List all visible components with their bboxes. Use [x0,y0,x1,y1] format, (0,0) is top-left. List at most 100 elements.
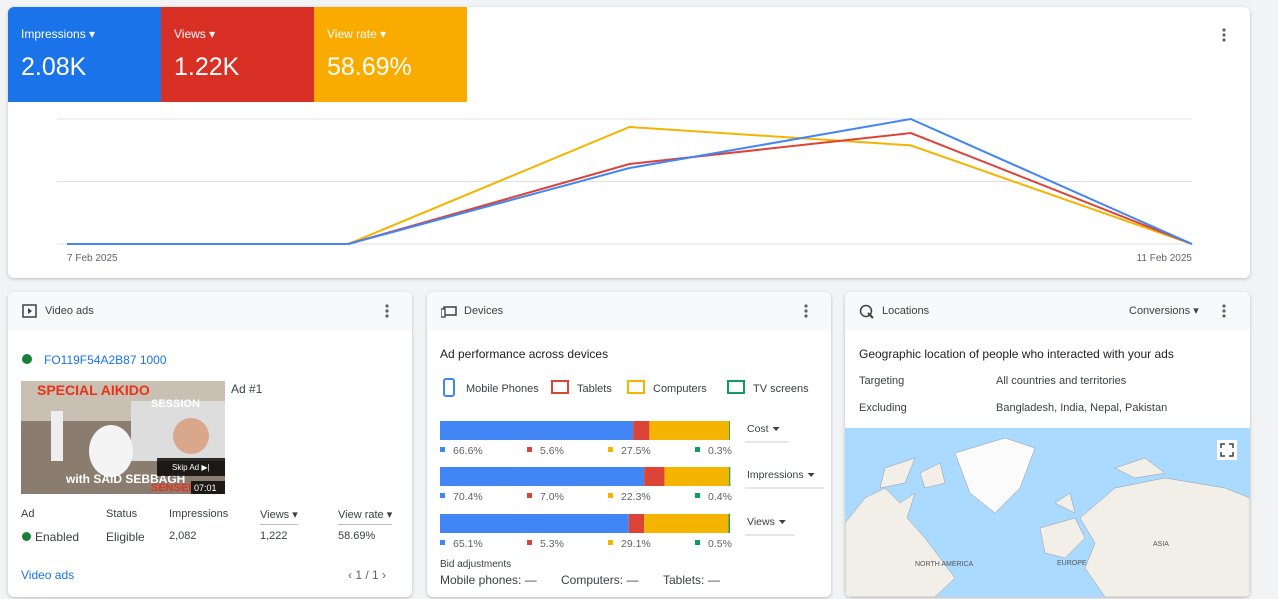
column-header[interactable]: Views ▾ [260,508,298,525]
more-menu[interactable] [1219,303,1229,321]
metric-tile[interactable]: Views ▾ 1.22K [161,7,314,102]
column-header[interactable]: View rate ▾ [338,508,393,525]
metric-value: 2.08K [21,53,87,81]
value-label: 5.3% [540,538,564,550]
metric-label: Views ▾ [174,27,216,41]
thumbnail[interactable]: SPECIAL AIKIDO SESSION with SAID SEBBAGH… [21,381,225,494]
value-label: 66.6% [453,445,483,457]
label-swatch [695,447,700,452]
label-swatch [440,493,445,498]
value-label: 0.4% [708,491,732,503]
cell: 58.69% [338,530,376,542]
ad-link[interactable]: FO119F54A2B87 1000 [44,353,167,367]
metric-value: 58.69% [327,53,412,81]
label-swatch [440,540,445,545]
x-tick-label: 7 Feb 2025 [67,253,118,264]
legend-icon [727,380,745,394]
value-label: 70.4% [453,491,483,503]
video-ads-card: Video ads FO119F54A2B87 1000 Ad #1 SPECI… [8,292,412,597]
bid-item: Computers: — [561,573,639,587]
row-label: Excluding [859,402,907,414]
bar-segment [644,514,729,533]
value-label: 5.6% [540,445,564,457]
bar-segment [628,514,645,533]
subtitle: Ad performance across devices [440,347,609,361]
label-swatch [440,447,445,452]
metric-select[interactable]: Impressions [747,469,804,481]
value-label: 22.3% [621,491,651,503]
devices-icon [441,306,457,318]
location-icon [859,304,874,319]
bid-item: Mobile phones: — [440,573,537,587]
footer-link[interactable]: Video ads [21,568,75,582]
metric-select[interactable]: Views [747,516,775,528]
card-header: Video ads [8,292,412,330]
card-title: Devices [464,305,504,317]
cell: Eligible [106,530,145,544]
more-menu[interactable] [801,303,811,321]
bar-segment [664,467,730,486]
metric-select[interactable]: Cost [747,423,769,435]
thumbnail-text: SENSEI [151,482,191,494]
value-label: 27.5% [621,445,651,457]
duration: 07:01 [194,483,217,493]
video-icon [22,304,37,318]
thumbnail-text: SPECIAL AIKIDO [37,382,150,398]
label-swatch [695,493,700,498]
card-header: Devices [427,292,831,330]
more-menu[interactable] [1219,27,1231,45]
devices-card: Devices Ad performance across devices Mo… [427,292,831,597]
map-label: ASIA [1153,541,1169,548]
value-label: 0.5% [708,538,732,550]
ad-number: Ad #1 [231,382,263,396]
bar-segment [440,421,634,440]
cell: 1,222 [260,530,288,542]
bar-segment [633,421,650,440]
select-text: Conversions [1129,305,1191,317]
value-label: 7.0% [540,491,564,503]
pagination: ‹ 1 / 1 › [348,568,387,582]
metric-select[interactable]: Conversions ▾ [1129,305,1199,317]
row-label: Targeting [859,375,905,387]
metric-tile[interactable]: Impressions ▾ 2.08K [8,7,161,102]
legend-icon [443,378,455,397]
skip-button[interactable]: Skip Ad ▶| [172,463,210,472]
card-header: Locations Conversions ▾ [845,292,1250,330]
x-tick-label: 11 Feb 2025 [1137,253,1193,264]
thumbnail-text: with SAID SEBBAGH [65,472,185,486]
map[interactable]: NORTH AMERICA EUROPE ASIA [845,428,1250,597]
card-title: Locations [882,305,930,317]
column-header: Status [106,508,138,520]
performance-card: Impressions ▾ 2.08K Views ▾ 1.22K View rate … [8,7,1250,278]
line-chart: 7 Feb 2025 11 Feb 2025 [57,117,1193,264]
bar-segment [440,467,645,486]
cell: 2,082 [169,530,197,542]
legend-label: Mobile Phones [466,383,539,395]
status-dot [22,532,31,541]
bar-segment [729,421,730,440]
legend-label: Computers [653,383,707,395]
map-label: EUROPE [1057,560,1087,567]
label-swatch [695,540,700,545]
heading: Geographic location of people who intera… [859,347,1174,361]
label-swatch [527,447,532,452]
dropdown-arrow [778,520,786,524]
legend-label: Tablets [577,383,612,395]
device-chart: Mobile Phones Tablets Computers TV screens 6… [440,378,824,550]
row-value: All countries and territories [996,375,1127,387]
label-swatch [527,493,532,498]
value-label: 0.3% [708,445,732,457]
fullscreen-button[interactable] [1217,440,1237,460]
status-dot [22,354,32,364]
bid-title: Bid adjustments [440,559,512,570]
card-title: Video ads [45,305,94,317]
series-line [67,117,1193,245]
metric-label: Impressions ▾ [21,27,96,41]
bar-segment [440,514,629,533]
more-menu[interactable] [382,303,392,321]
legend-label: TV screens [753,383,809,395]
label-swatch [527,540,532,545]
metric-value: 1.22K [174,53,240,81]
metric-tile[interactable]: View rate ▾ 58.69% [314,7,467,102]
